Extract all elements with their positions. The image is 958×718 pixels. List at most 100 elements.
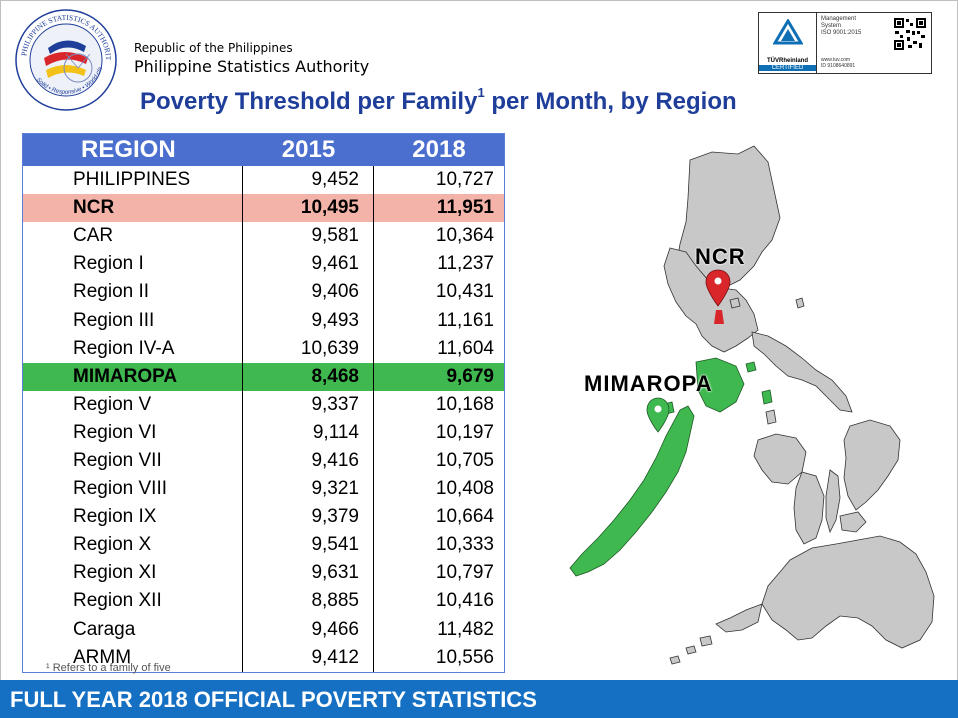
value-2015-cell: 9,466 <box>243 615 374 644</box>
value-2015-cell: 9,406 <box>243 278 374 307</box>
footer-bar: FULL YEAR 2018 OFFICIAL POVERTY STATISTI… <box>0 680 958 718</box>
value-2015-cell: 9,114 <box>243 418 374 447</box>
map-label-ncr: NCR <box>695 244 746 269</box>
value-2015-cell: 9,581 <box>243 222 374 251</box>
qr-code-icon <box>893 17 927 51</box>
map-label-mimaropa: MIMAROPA <box>584 371 713 396</box>
region-cell: Region I <box>23 250 243 279</box>
map-land <box>663 145 935 665</box>
region-cell: Region VI <box>23 418 243 447</box>
table-row: PHILIPPINES 9,452 10,727 <box>23 166 504 195</box>
region-cell: Region III <box>23 306 243 335</box>
value-2015-cell: 9,379 <box>243 503 374 532</box>
value-2015-cell: 9,493 <box>243 306 374 335</box>
value-2018-cell: 10,431 <box>435 281 494 303</box>
value-2015-cell: 9,321 <box>243 475 374 504</box>
value-2015-cell: 9,631 <box>243 559 374 588</box>
table-row: Region IX 9,379 10,664 <box>23 503 504 532</box>
table-row: Region I 9,461 11,237 <box>23 250 504 279</box>
region-cell: Caraga <box>23 615 243 644</box>
region-cell: Region II <box>23 278 243 307</box>
cert-id: ID 9108640891 <box>821 63 856 69</box>
region-cell: ARMM <box>23 643 243 672</box>
value-2018-cell: 10,364 <box>435 225 494 247</box>
region-cell: Region VII <box>23 446 243 476</box>
value-2015-cell: 10,495 <box>243 194 374 223</box>
header-region: REGION <box>81 136 176 163</box>
table-row: NCR 10,495 11,951 <box>23 194 504 223</box>
table-row: Region III 9,493 11,161 <box>23 306 504 335</box>
table-row: Region XII 8,885 10,416 <box>23 587 504 616</box>
value-2018-cell: 10,333 <box>435 534 494 556</box>
region-cell: PHILIPPINES <box>23 166 243 195</box>
table-body: PHILIPPINES 9,452 10,727 NCR 10,495 11,951 CAR… <box>23 166 504 672</box>
tuv-triangle-icon <box>772 19 803 45</box>
region-cell: Region IX <box>23 503 243 532</box>
region-cell: MIMAROPA <box>23 362 243 391</box>
header-2015: 2015 <box>281 136 336 163</box>
value-2018-cell: 11,951 <box>436 197 494 219</box>
mimaropa-pin-icon <box>646 397 670 433</box>
value-2015-cell: 9,412 <box>243 643 374 672</box>
value-2015-cell: 9,541 <box>243 531 374 560</box>
table-row: Region VIII 9,321 10,408 <box>23 475 504 504</box>
psa-logo: PHILIPPINE STATISTICS AUTHORITY Solid • … <box>11 1 118 112</box>
agency-block: Republic of the Philippines Philippine S… <box>134 40 369 78</box>
tuv-logo: TÜVRheinland CERTIFIED <box>759 13 817 73</box>
footer-text: FULL YEAR 2018 OFFICIAL POVERTY STATISTI… <box>10 687 537 712</box>
poverty-threshold-table: REGION 2015 2018 PHILIPPINES 9,452 10,727 N… <box>22 133 505 673</box>
value-2018-cell: 10,727 <box>435 169 494 191</box>
table-row: Region XI 9,631 10,797 <box>23 559 504 588</box>
region-cell: Region V <box>23 390 243 419</box>
region-cell: Region XI <box>23 559 243 588</box>
region-cell: Region IV-A <box>23 334 243 363</box>
region-cell: Region XII <box>23 587 243 616</box>
table-header-row: REGION 2015 2018 <box>23 134 504 166</box>
region-cell: CAR <box>23 222 243 251</box>
title-footnote-mark: 1 <box>477 85 485 100</box>
slide-title: Poverty Threshold per Family1 per Month,… <box>140 85 737 116</box>
value-2018-cell: 10,664 <box>435 506 494 528</box>
cert-line-1: Management <box>821 16 857 22</box>
value-2018-cell: 10,797 <box>435 562 494 584</box>
value-2018-cell: 10,408 <box>435 478 494 500</box>
value-2018-cell: 11,604 <box>437 337 494 359</box>
header-2018: 2018 <box>412 136 466 163</box>
value-2015-cell: 9,452 <box>243 166 374 195</box>
table-row: Region IV-A 10,639 11,604 <box>23 334 504 363</box>
value-2015-cell: 9,416 <box>243 446 374 476</box>
ncr-pin-icon <box>705 269 731 307</box>
region-cell: Region VIII <box>23 475 243 504</box>
tuv-brand: TÜVRheinland <box>766 58 808 64</box>
agency-name: Philippine Statistics Authority <box>134 57 370 76</box>
certified-label: CERTIFIED <box>759 65 816 71</box>
cert-url: www.tuv.com <box>821 57 851 63</box>
table-row: Region X 9,541 10,333 <box>23 531 504 560</box>
philippines-map <box>569 145 935 665</box>
value-2018-cell: 10,197 <box>435 421 494 443</box>
table-row: Region II 9,406 10,431 <box>23 278 504 307</box>
cert-line-2: System <box>821 23 842 29</box>
value-2018-cell: 10,416 <box>435 590 494 612</box>
value-2018-cell: 11,482 <box>437 618 494 640</box>
table-row: Region V 9,337 10,168 <box>23 390 504 419</box>
ncr-area <box>714 310 724 324</box>
table-row: MIMAROPA 8,468 9,679 <box>23 362 504 391</box>
value-2018-cell: 9,679 <box>446 365 494 387</box>
value-2018-cell: 11,161 <box>437 309 494 331</box>
value-2018-cell: 11,237 <box>437 253 494 275</box>
cert-line-3: ISO 9001:2015 <box>821 30 862 36</box>
mimaropa-region <box>569 357 773 577</box>
cert-text: Management System ISO 9001:2015 www.tuv.… <box>817 13 931 73</box>
value-2015-cell: 8,885 <box>243 587 374 616</box>
footnote: ¹ Refers to a family of five <box>46 662 171 674</box>
table-row: ARMM 9,412 10,556 <box>23 643 504 672</box>
value-2018-cell: 10,556 <box>435 646 494 668</box>
region-cell: Region X <box>23 531 243 560</box>
value-2018-cell: 10,705 <box>435 449 494 471</box>
title-main: Poverty Threshold per Family <box>140 88 478 115</box>
table-row: CAR 9,581 10,364 <box>23 222 504 251</box>
table-row: Region VI 9,114 10,197 <box>23 418 504 447</box>
iso-certification-badge: TÜVRheinland CERTIFIED Management System… <box>758 12 932 74</box>
cert-web: www.tuv.com ID 9108640891 <box>821 57 855 69</box>
